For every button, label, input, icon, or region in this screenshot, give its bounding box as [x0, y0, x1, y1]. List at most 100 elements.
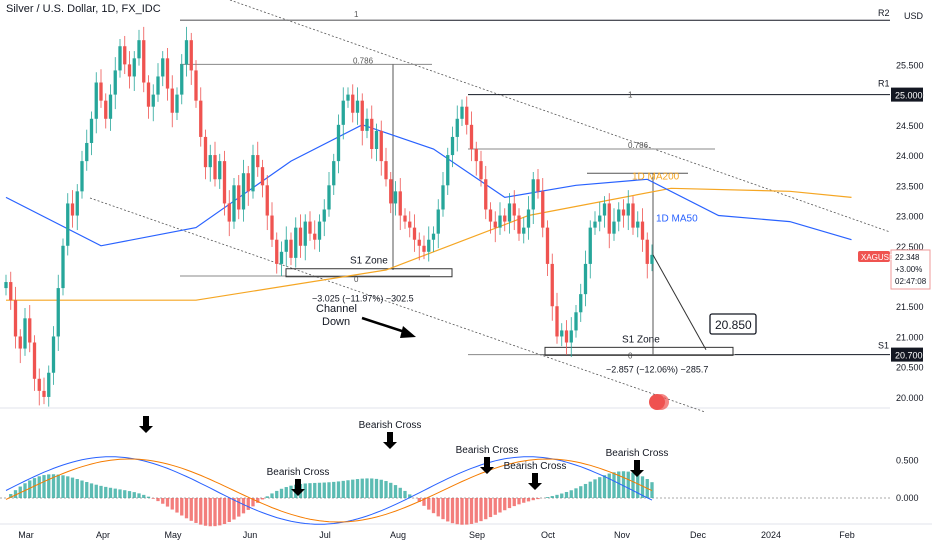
candle — [460, 106, 464, 119]
bearish-cross-arrow — [291, 479, 305, 496]
histogram-bar — [165, 498, 170, 507]
macd-line — [5, 456, 653, 525]
candle — [265, 185, 269, 216]
histogram-bar — [42, 475, 46, 498]
x-tick-label: Oct — [541, 530, 556, 540]
r1-price-badge — [891, 87, 923, 102]
x-tick-label: Jun — [243, 530, 258, 540]
histogram-bar — [474, 498, 478, 523]
chart-title: Silver / U.S. Dollar, 1D, FX_IDC — [6, 3, 161, 15]
candle — [80, 161, 84, 192]
candle — [66, 203, 70, 246]
histogram-bar — [108, 487, 113, 498]
target-box — [709, 313, 757, 335]
histogram-bar — [636, 474, 640, 498]
histogram-bar — [66, 476, 70, 498]
histogram-bar — [384, 481, 388, 498]
candle — [574, 312, 578, 331]
candle — [37, 378, 41, 391]
histogram-bar — [232, 498, 236, 520]
fib-label: 0.786 — [353, 56, 374, 65]
histogram-bar — [70, 477, 75, 498]
histogram-bar — [365, 478, 369, 498]
candle — [360, 100, 364, 131]
candle — [184, 40, 189, 65]
histogram-bar — [213, 498, 217, 527]
histogram-bar — [279, 488, 284, 498]
histogram-bar — [617, 471, 621, 498]
quote-badge — [890, 249, 931, 290]
histogram-bar — [341, 480, 345, 498]
histogram-bar — [569, 490, 573, 498]
histogram-bar — [626, 471, 630, 498]
candle — [408, 221, 412, 228]
histogram-bar — [503, 498, 507, 511]
x-tick-label: Nov — [614, 530, 631, 540]
histogram-bar — [113, 488, 117, 498]
histogram-bar — [602, 475, 607, 498]
ma50-line — [5, 124, 852, 247]
candle — [75, 191, 79, 216]
candle — [284, 239, 288, 252]
bearish-cross-arrow — [383, 432, 397, 449]
x-tick-label: Apr — [96, 530, 110, 540]
candle — [4, 282, 8, 289]
channel-arrow-head — [400, 326, 416, 338]
bearish-cross-label: Bearish Cross — [456, 445, 519, 456]
bearish-cross-label: Bearish Cross — [359, 420, 422, 431]
bearish-cross-arrow — [480, 457, 494, 474]
candle — [488, 209, 493, 222]
fib-label: 0.786 — [628, 141, 649, 150]
osc-tick: 0.000 — [896, 493, 919, 503]
candle — [270, 215, 274, 240]
s1-zone-label: S1 Zone — [622, 334, 660, 345]
channel-label: Down — [322, 316, 350, 328]
channel-lower-line — [89, 197, 706, 413]
candle — [446, 155, 450, 186]
candle — [493, 221, 497, 228]
histogram-bar — [332, 481, 336, 498]
fib-label: 0 — [628, 352, 633, 361]
y-tick-label: 21.000 — [896, 332, 924, 342]
candle — [398, 191, 402, 216]
candle — [175, 94, 179, 113]
histogram-bar — [422, 498, 426, 506]
candle — [636, 221, 640, 228]
histogram-bar — [436, 498, 440, 517]
candle — [294, 227, 298, 258]
histogram-bar — [517, 498, 521, 505]
s1-zone-box — [285, 268, 453, 278]
x-tick-label: Feb — [839, 530, 855, 540]
histogram-bar — [137, 493, 141, 498]
last-price: 22.348 — [895, 253, 920, 262]
histogram-bar — [469, 498, 474, 524]
histogram-bar — [89, 483, 94, 498]
candle — [431, 233, 436, 240]
candle — [170, 88, 174, 113]
candle — [593, 221, 597, 228]
candle — [617, 209, 621, 222]
candle — [227, 203, 231, 222]
candle — [322, 209, 326, 222]
candle — [260, 167, 265, 186]
bearish-cross-label: Bearish Cross — [267, 467, 330, 478]
histogram-bar — [531, 498, 535, 501]
candle — [621, 209, 626, 216]
histogram-bar — [260, 498, 265, 500]
histogram-bar — [460, 498, 464, 525]
histogram-bar — [512, 498, 516, 507]
candle — [650, 254, 654, 264]
candle — [631, 203, 635, 228]
candle — [474, 149, 478, 162]
histogram-bar — [583, 483, 588, 498]
candle — [403, 215, 407, 222]
histogram-bar — [75, 479, 79, 498]
histogram-bar — [346, 480, 350, 498]
ma200-label: 1D MA200 — [632, 171, 680, 182]
candle — [583, 263, 588, 295]
histogram-bar — [374, 478, 379, 498]
candle — [275, 239, 279, 264]
channel-upper-line — [229, 0, 891, 233]
y-tick-label: 23.500 — [896, 181, 924, 191]
